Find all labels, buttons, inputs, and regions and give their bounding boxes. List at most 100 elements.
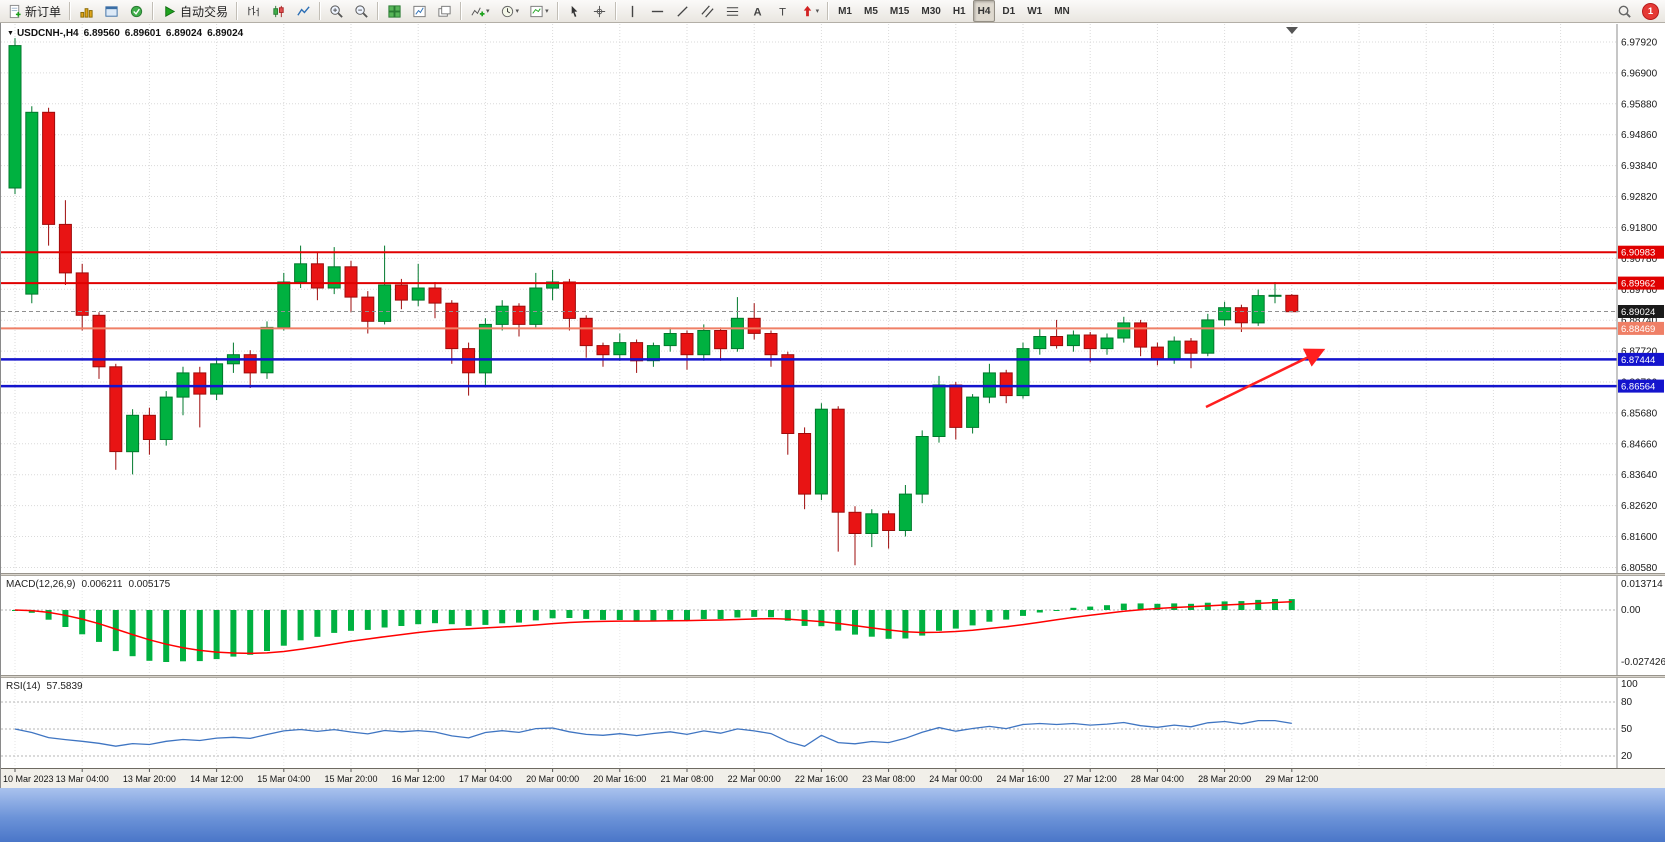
price-tag: 6.90983 xyxy=(1618,245,1664,259)
line-chart-button[interactable] xyxy=(292,0,315,22)
timeframe-h1-button[interactable]: H1 xyxy=(952,5,966,17)
rsi-panel[interactable]: 100 80 50 20 xyxy=(1,678,1665,768)
svg-text:28 Mar 20:00: 28 Mar 20:00 xyxy=(1198,774,1251,784)
timeframe-m1-button[interactable]: M1 xyxy=(838,5,852,17)
market-watch-button[interactable] xyxy=(75,0,98,22)
svg-text:24 Mar 16:00: 24 Mar 16:00 xyxy=(996,774,1049,784)
svg-text:15 Mar 04:00: 15 Mar 04:00 xyxy=(257,774,310,784)
svg-text:0.00: 0.00 xyxy=(1621,605,1641,616)
svg-text:6.89962: 6.89962 xyxy=(1621,279,1655,290)
svg-text:6.89024: 6.89024 xyxy=(1621,307,1655,318)
rsi-header: RSI(14) 57.5839 xyxy=(6,681,83,692)
svg-text:6.90983: 6.90983 xyxy=(1621,248,1655,259)
svg-text:6.93840: 6.93840 xyxy=(1621,161,1658,172)
autotrading-icon xyxy=(162,4,177,19)
timeframe-d1-button[interactable]: D1 xyxy=(1002,5,1016,17)
svg-text:6.96900: 6.96900 xyxy=(1621,68,1658,79)
timeframe-w1-button[interactable]: W1 xyxy=(1027,5,1043,17)
macd-label: MACD(12,26,9) xyxy=(6,579,76,590)
svg-text:23 Mar 08:00: 23 Mar 08:00 xyxy=(862,774,915,784)
arrow-objects-button[interactable]: ▾ xyxy=(796,0,824,22)
svg-text:6.86564: 6.86564 xyxy=(1621,382,1655,393)
channel-button[interactable] xyxy=(696,0,719,22)
cursor-button[interactable] xyxy=(563,0,586,22)
zoom-out-button[interactable] xyxy=(350,0,373,22)
search-button[interactable] xyxy=(1613,0,1636,22)
macd-panel-splitter[interactable] xyxy=(1,573,1665,576)
svg-text:6.91800: 6.91800 xyxy=(1621,223,1658,234)
templates-button[interactable]: ▾ xyxy=(525,0,553,22)
toolbar-separator xyxy=(69,2,72,20)
price-tag: 6.89024 xyxy=(1618,305,1664,318)
svg-text:6.81600: 6.81600 xyxy=(1621,532,1658,543)
toolbar-separator xyxy=(377,2,380,20)
svg-text:6.83640: 6.83640 xyxy=(1621,470,1658,481)
trend-arrow-annotation[interactable] xyxy=(1205,348,1326,409)
tile-windows-icon xyxy=(387,4,402,19)
svg-text:22 Mar 16:00: 22 Mar 16:00 xyxy=(795,774,848,784)
data-window-button[interactable] xyxy=(100,0,123,22)
zoom-in-button[interactable] xyxy=(325,0,348,22)
new-order-button[interactable]: 新订单 xyxy=(3,0,65,22)
vertical-line-icon xyxy=(625,4,640,19)
candlestick-chart-button[interactable] xyxy=(267,0,290,22)
rsi-panel-splitter[interactable] xyxy=(1,675,1665,678)
timeframe-m30-button[interactable]: M30 xyxy=(921,5,941,17)
chart-menu-icon[interactable]: ▼ xyxy=(7,30,14,37)
svg-text:29 Mar 12:00: 29 Mar 12:00 xyxy=(1265,774,1318,784)
toolbar-separator xyxy=(460,2,463,20)
svg-text:6.88469: 6.88469 xyxy=(1621,324,1655,335)
horizontal-line-button[interactable] xyxy=(646,0,669,22)
main-price-chart[interactable]: 6.97920 6.96900 6.95880 6.94860 6.93840 6.928… xyxy=(1,24,1665,573)
rsi-value: 57.5839 xyxy=(46,681,83,692)
timeframe-m5-button[interactable]: M5 xyxy=(864,5,878,17)
macd-panel[interactable]: 0.013714 0.00 -0.027426 xyxy=(1,576,1665,675)
timeframe-m15-button[interactable]: M15 xyxy=(889,5,910,17)
svg-text:6.95880: 6.95880 xyxy=(1621,99,1658,110)
rsi-label: RSI(14) xyxy=(6,681,41,692)
periods-button[interactable]: ▾ xyxy=(496,0,524,22)
notification-badge[interactable]: 1 xyxy=(1642,2,1659,20)
svg-text:21 Mar 08:00: 21 Mar 08:00 xyxy=(660,774,713,784)
macd-main-value: 0.006211 xyxy=(81,579,123,590)
bar-chart-button[interactable] xyxy=(242,0,265,22)
toolbar-separator xyxy=(152,2,155,20)
chart-window: 6.97920 6.96900 6.95880 6.94860 6.93840 6.928… xyxy=(0,23,1665,788)
line-chart-icon xyxy=(296,4,311,19)
indicators-button[interactable]: ▾ xyxy=(466,0,494,22)
label-button[interactable]: T xyxy=(771,0,794,22)
vertical-line-button[interactable] xyxy=(621,0,644,22)
navigator-button[interactable] xyxy=(125,0,148,22)
macd-histogram xyxy=(12,599,1295,662)
navigator-icon xyxy=(129,4,144,19)
chart-high-value: 6.89601 xyxy=(124,28,161,39)
timeframe-h4-button[interactable]: H4 xyxy=(972,0,996,22)
crosshair-button[interactable] xyxy=(588,0,611,22)
time-axis[interactable]: 10 Mar 2023 13 Mar 04:00 13 Mar 20:00 14 Ma… xyxy=(1,768,1665,788)
tile-windows-button[interactable] xyxy=(383,0,406,22)
autotrading-button[interactable]: 自动交易 xyxy=(158,0,232,22)
search-icon xyxy=(1617,4,1632,19)
trendline-button[interactable] xyxy=(671,0,694,22)
svg-text:6.89760: 6.89760 xyxy=(1621,285,1658,296)
price-tag: 6.89962 xyxy=(1618,276,1664,290)
svg-text:13 Mar 20:00: 13 Mar 20:00 xyxy=(123,774,176,784)
dropdown-caret-icon: ▾ xyxy=(545,8,549,15)
svg-text:50: 50 xyxy=(1621,724,1633,735)
cascade-windows-button[interactable] xyxy=(433,0,456,22)
timeframe-mn-button[interactable]: MN xyxy=(1054,5,1070,17)
svg-text:15 Mar 20:00: 15 Mar 20:00 xyxy=(324,774,377,784)
macd-signal-line xyxy=(14,601,1292,655)
svg-text:28 Mar 04:00: 28 Mar 04:00 xyxy=(1131,774,1184,784)
arrange-windows-button[interactable] xyxy=(408,0,431,22)
chart-shift-marker[interactable] xyxy=(1286,27,1298,34)
candlestick-icon xyxy=(271,4,286,19)
toolbar-separator xyxy=(556,2,559,20)
horizontal-line-icon xyxy=(650,4,665,19)
svg-text:16 Mar 12:00: 16 Mar 12:00 xyxy=(392,774,445,784)
fibonacci-button[interactable] xyxy=(721,0,744,22)
svg-text:-0.027426: -0.027426 xyxy=(1621,657,1665,668)
text-button[interactable]: A xyxy=(746,0,769,22)
svg-text:6.94860: 6.94860 xyxy=(1621,130,1658,141)
